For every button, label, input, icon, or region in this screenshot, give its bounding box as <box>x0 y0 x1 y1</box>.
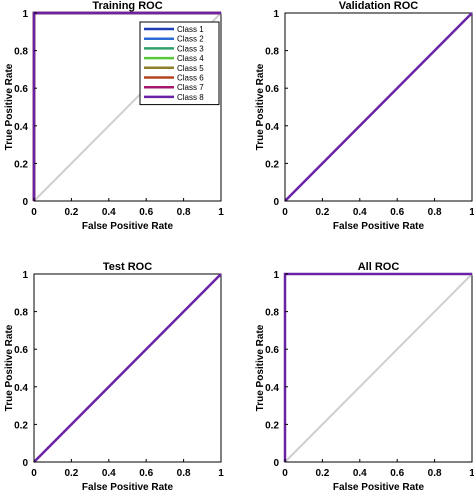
y-tick-label: 0.4 <box>265 383 279 394</box>
x-tick-label: 0.4 <box>102 468 116 479</box>
x-tick-label: 0.8 <box>177 468 191 479</box>
legend-entry-label: Class 5 <box>177 64 204 73</box>
x-tick-label: 0 <box>282 468 288 479</box>
x-tick-label: 0.4 <box>353 207 367 218</box>
y-tick-label: 0 <box>22 458 28 469</box>
legend-entry-label: Class 1 <box>177 25 204 34</box>
y-tick-label: 0.6 <box>14 84 28 95</box>
chart-title: All ROC <box>358 261 400 273</box>
chart-title: Validation ROC <box>339 0 419 12</box>
x-tick-label: 1 <box>218 207 224 218</box>
legend-entry-label: Class 7 <box>177 83 204 92</box>
legend-entry-label: Class 3 <box>177 44 204 53</box>
y-tick-label: 0.4 <box>14 383 28 394</box>
y-tick-label: 1 <box>273 9 279 20</box>
x-tick-label: 0.4 <box>353 468 367 479</box>
y-tick-label: 0.6 <box>14 345 28 356</box>
x-axis-label: False Positive Rate <box>82 221 174 232</box>
x-tick-label: 1 <box>218 468 224 479</box>
y-tick-label: 0 <box>273 197 279 208</box>
y-axis-label: True Positive Rate <box>255 324 266 411</box>
roc-panel-1: 0 0.2 0.4 0.6 0.8 1 0 0.2 0.4 0.6 0.8 1 Training ROC… <box>4 0 224 232</box>
legend-box <box>139 21 220 106</box>
y-tick-label: 1 <box>273 270 279 281</box>
x-tick-label: 0 <box>282 207 288 218</box>
y-tick-label: 0.4 <box>265 122 279 133</box>
y-tick-label: 0.6 <box>265 84 279 95</box>
x-tick-label: 0.8 <box>428 207 442 218</box>
roc-curve-series-1 <box>284 12 473 202</box>
x-tick-label: 0.4 <box>102 207 116 218</box>
legend-entry-label: Class 2 <box>177 35 204 44</box>
y-tick-label: 0.2 <box>14 159 28 170</box>
x-tick-label: 0 <box>31 207 37 218</box>
y-axis-label: True Positive Rate <box>4 63 15 150</box>
roc-panel-2: 0 0.2 0.4 0.6 0.8 1 0 0.2 0.4 0.6 0.8 1 Validation R… <box>255 0 474 232</box>
x-tick-label: 0.6 <box>139 468 153 479</box>
y-tick-label: 0 <box>273 458 279 469</box>
y-tick-label: 0.2 <box>265 420 279 431</box>
x-axis-label: False Positive Rate <box>82 482 174 492</box>
y-tick-label: 1 <box>22 270 28 281</box>
y-tick-label: 1 <box>22 9 28 20</box>
x-tick-label: 0 <box>31 468 37 479</box>
y-tick-label: 0.8 <box>14 308 28 319</box>
y-tick-label: 0.2 <box>14 420 28 431</box>
y-tick-label: 0.2 <box>265 159 279 170</box>
x-tick-label: 1 <box>469 207 474 218</box>
x-tick-label: 0.2 <box>64 468 78 479</box>
legend-entry-label: Class 6 <box>177 74 204 83</box>
y-tick-label: 0.8 <box>265 47 279 58</box>
x-tick-label: 1 <box>469 468 474 479</box>
x-tick-label: 0.8 <box>428 468 442 479</box>
y-tick-label: 0.8 <box>14 47 28 58</box>
y-axis-label: True Positive Rate <box>4 324 15 411</box>
x-tick-label: 0.2 <box>315 207 329 218</box>
x-tick-label: 0.6 <box>390 207 404 218</box>
chart-title: Training ROC <box>92 0 162 12</box>
roc-curve-series-1 <box>33 273 222 463</box>
chart-title: Test ROC <box>103 261 152 273</box>
x-tick-label: 0.6 <box>139 207 153 218</box>
roc-panel-4: 0 0.2 0.4 0.6 0.8 1 0 0.2 0.4 0.6 0.8 1 All ROC False… <box>255 261 474 492</box>
legend-entry-label: Class 8 <box>177 93 204 102</box>
x-axis-label: False Positive Rate <box>333 221 425 232</box>
diagonal-reference-line <box>284 273 473 463</box>
y-tick-label: 0.4 <box>14 122 28 133</box>
x-axis-label: False Positive Rate <box>333 482 425 492</box>
legend-entry-label: Class 4 <box>177 54 204 63</box>
roc-panel-3: 0 0.2 0.4 0.6 0.8 1 0 0.2 0.4 0.6 0.8 1 Test ROC Fals… <box>4 261 224 492</box>
x-tick-label: 0.2 <box>315 468 329 479</box>
y-axis-label: True Positive Rate <box>255 63 266 150</box>
y-tick-label: 0.8 <box>265 308 279 319</box>
x-tick-label: 0.6 <box>390 468 404 479</box>
y-tick-label: 0.6 <box>265 345 279 356</box>
y-tick-label: 0 <box>22 197 28 208</box>
x-tick-label: 0.8 <box>177 207 191 218</box>
x-tick-label: 0.2 <box>64 207 78 218</box>
